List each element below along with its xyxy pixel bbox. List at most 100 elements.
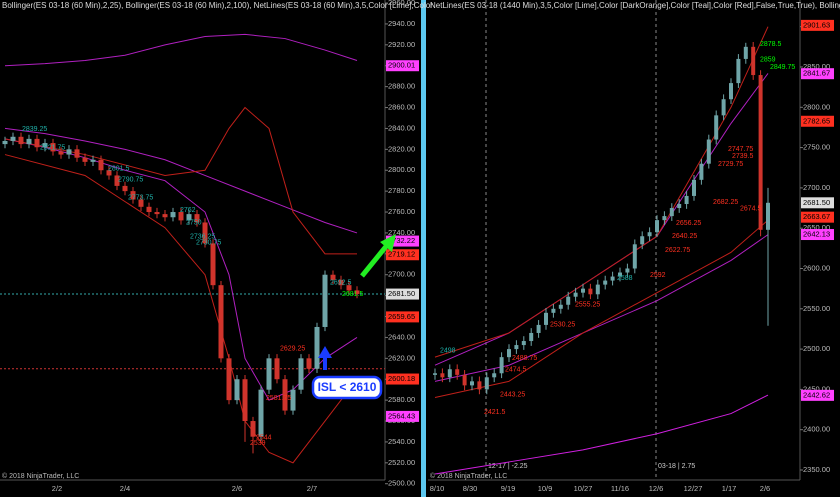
candle-body [544,312,548,325]
candle-body [306,358,312,369]
level-label: 2443.25 [500,392,525,399]
copyright: © 2018 NinjaTrader, LLC [2,472,79,480]
candle-body [640,236,645,245]
annotation: ISL < 2610 [318,380,377,394]
band-line [4,106,357,255]
candle-body [322,274,328,327]
price-tag-label: 2564.43 [388,411,415,420]
price-tag-label: 2642.13 [803,230,830,239]
candle-body [10,136,16,141]
candle-body [226,358,232,401]
y-tick-label: 2940.00 [388,19,415,28]
candle-body [529,332,534,342]
x-tick-label: 10/27 [574,484,593,493]
level-label: 2581.75 [266,395,291,402]
y-tick-label: 2800.00 [803,102,830,111]
candle-body [566,296,571,305]
candle-body [106,170,112,176]
candle-body [492,373,497,378]
candle-body [470,381,474,386]
level-label: 2790.75 [118,177,143,184]
candle-body [447,369,452,378]
level-label: 2878.5 [760,41,782,48]
candle-body [477,381,482,390]
level-label: 2474.5 [505,366,527,373]
candle-body [242,379,248,422]
green-arrow [360,242,390,278]
y-tick-label: 2500.00 [803,344,830,353]
blue-arrow-head [318,346,332,358]
price-tag [386,410,419,422]
level-label: 2555.25 [575,301,600,308]
level-label: 2839.25 [22,126,47,133]
y-tick-label: 2960.00 [388,0,415,7]
level-label: 2747.75 [728,146,753,153]
candle-body [154,212,160,215]
candle-body [647,232,652,237]
price-tag [801,389,834,401]
y-tick-label: 2450.00 [803,384,830,393]
candle-body [677,204,682,209]
price-tag-label: 2600.18 [388,374,415,383]
level-label: 2682.25 [713,199,738,206]
candle-body [122,185,128,192]
y-tick-label: 2820.00 [388,144,415,153]
candle-body [558,304,563,309]
candle-body [2,140,8,145]
band-line [434,394,769,475]
candle-body [684,195,689,205]
candle-body [455,369,460,375]
y-tick-label: 2850.00 [803,62,830,71]
candle-body [484,377,489,390]
price-tag-label: 2841.67 [803,69,830,78]
price-tag-label: 2442.62 [803,390,830,399]
candle-body [736,58,741,84]
level-label: 2421.5 [484,409,506,416]
panel-header: NetLines(ES 03-18 (1440 Min),3,5,Color [… [430,1,840,10]
level-label: 2692.5 [330,279,352,286]
y-tick-label: 2760.00 [388,207,415,216]
y-tick-label: 2580.00 [388,395,415,404]
y-tick-label: 2740.00 [388,228,415,237]
level-label: 2640.25 [672,233,697,240]
y-tick-label: 2500.00 [388,479,415,488]
level-label: 2622.75 [665,247,690,254]
candle-body [146,206,152,213]
level-label: 2681.5 [342,291,364,298]
candle-body [766,202,770,230]
x-tick-label: 2/6 [760,484,770,493]
price-tag [386,373,419,385]
candle-body [290,389,296,411]
candle-body [58,151,64,155]
x-tick-label: 12/27 [684,484,703,493]
candle-body [250,421,256,437]
annotation-box [311,375,383,400]
level-label: 2656.25 [676,220,701,227]
y-tick-label: 2550.00 [803,304,830,313]
candle-body [706,139,711,164]
candle-body [330,274,336,280]
session-label: 12-17 | -2.25 [488,463,528,470]
candle-body [610,276,615,281]
candle-body [170,212,176,218]
price-tag-label: 2901.63 [803,20,830,29]
level-label: 2773.75 [128,195,153,202]
price-tag [801,211,834,223]
candle-body [234,379,240,401]
price-tag-label: 2681.50 [388,289,415,298]
x-tick-label: 2/2 [52,484,62,493]
candle-body [581,288,585,293]
price-tag [386,311,419,323]
candle-body [440,373,445,378]
candle-body [699,163,704,180]
price-tag [801,229,834,241]
band-line [434,219,769,398]
level-label: 2498 [440,348,456,355]
band-line [4,127,358,234]
copyright: © 2018 NinjaTrader, LLC [430,472,507,480]
candle-body [354,290,360,295]
price-tag [801,68,834,80]
candle-body [588,288,593,295]
candle-body [669,208,674,217]
y-tick-label: 2860.00 [388,103,415,112]
